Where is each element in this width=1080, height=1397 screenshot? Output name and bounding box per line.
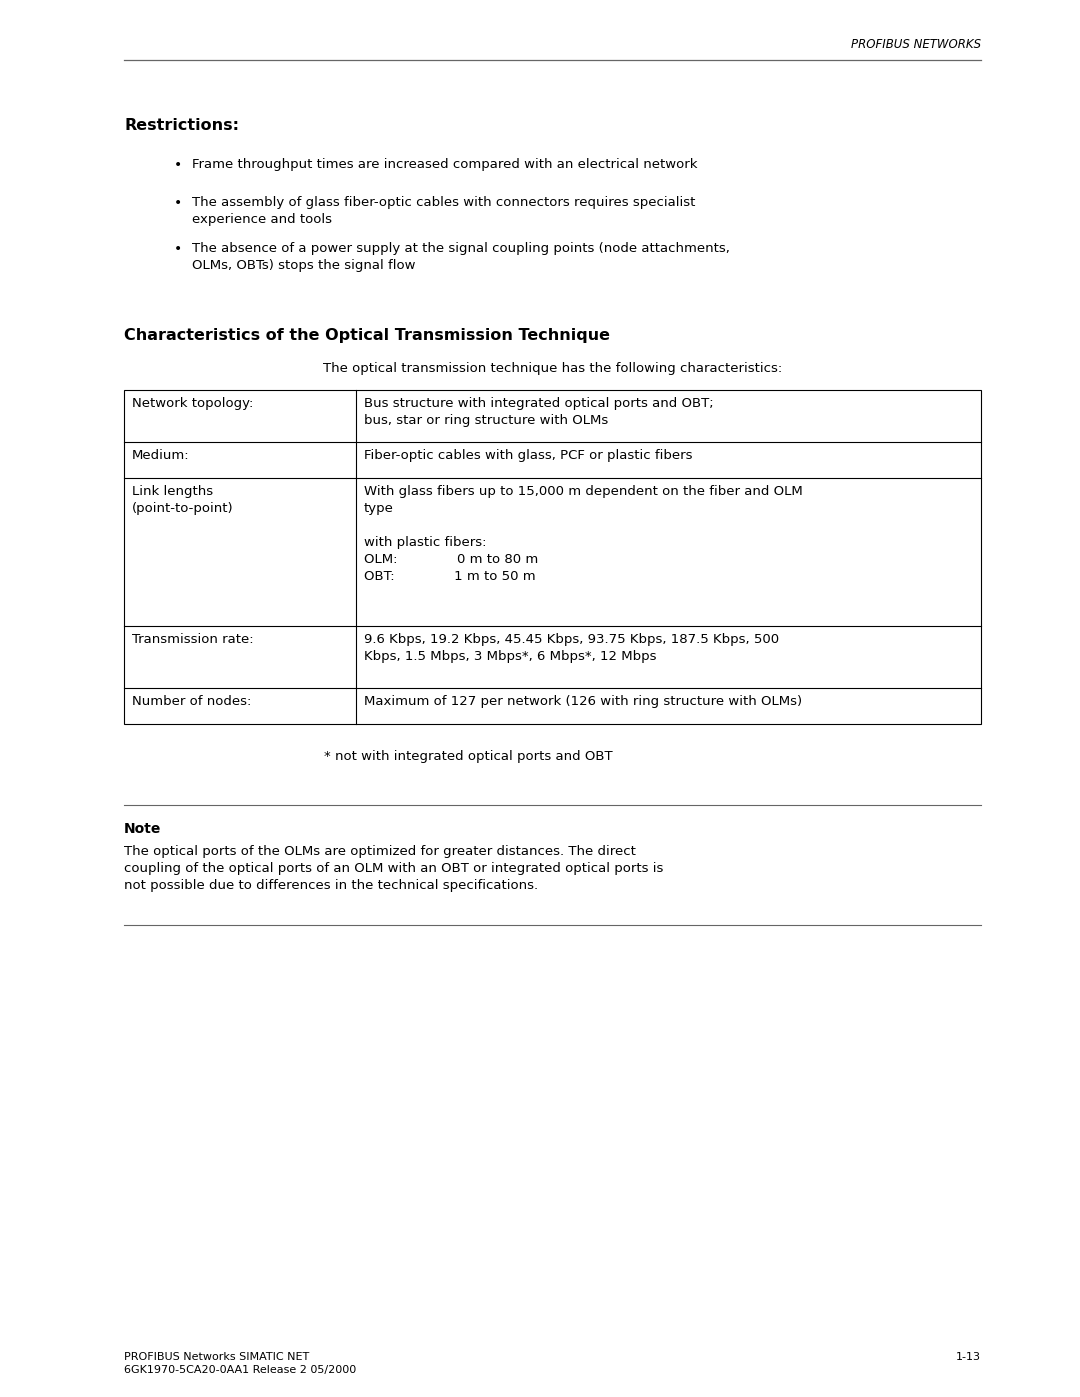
Text: * not with integrated optical ports and OBT: * not with integrated optical ports and … <box>324 750 612 763</box>
Text: The optical transmission technique has the following characteristics:: The optical transmission technique has t… <box>323 362 782 374</box>
Text: Medium:: Medium: <box>132 448 190 462</box>
Text: Restrictions:: Restrictions: <box>124 117 239 133</box>
Text: PROFIBUS NETWORKS: PROFIBUS NETWORKS <box>851 38 981 52</box>
Text: •: • <box>174 196 183 210</box>
Text: Maximum of 127 per network (126 with ring structure with OLMs): Maximum of 127 per network (126 with rin… <box>364 694 802 708</box>
Text: Bus structure with integrated optical ports and OBT;
bus, star or ring structure: Bus structure with integrated optical po… <box>364 397 714 427</box>
Text: Link lengths
(point-to-point): Link lengths (point-to-point) <box>132 485 233 515</box>
Text: Note: Note <box>124 821 161 835</box>
Text: PROFIBUS Networks SIMATIC NET
6GK1970-5CA20-0AA1 Release 2 05/2000: PROFIBUS Networks SIMATIC NET 6GK1970-5C… <box>124 1352 356 1375</box>
Text: Frame throughput times are increased compared with an electrical network: Frame throughput times are increased com… <box>192 158 698 170</box>
Text: Number of nodes:: Number of nodes: <box>132 694 252 708</box>
Text: With glass fibers up to 15,000 m dependent on the fiber and OLM
type

with plast: With glass fibers up to 15,000 m depende… <box>364 485 802 583</box>
Text: The optical ports of the OLMs are optimized for greater distances. The direct
co: The optical ports of the OLMs are optimi… <box>124 845 663 893</box>
Text: Characteristics of the Optical Transmission Technique: Characteristics of the Optical Transmiss… <box>124 328 610 344</box>
Text: 1-13: 1-13 <box>956 1352 981 1362</box>
Text: Transmission rate:: Transmission rate: <box>132 633 254 645</box>
Text: •: • <box>174 158 183 172</box>
Text: •: • <box>174 242 183 256</box>
Text: Fiber-optic cables with glass, PCF or plastic fibers: Fiber-optic cables with glass, PCF or pl… <box>364 448 692 462</box>
Text: The absence of a power supply at the signal coupling points (node attachments,
O: The absence of a power supply at the sig… <box>192 242 730 272</box>
Text: Network topology:: Network topology: <box>132 397 254 409</box>
Text: 9.6 Kbps, 19.2 Kbps, 45.45 Kbps, 93.75 Kbps, 187.5 Kbps, 500
Kbps, 1.5 Mbps, 3 M: 9.6 Kbps, 19.2 Kbps, 45.45 Kbps, 93.75 K… <box>364 633 779 664</box>
Text: The assembly of glass fiber-optic cables with connectors requires specialist
exp: The assembly of glass fiber-optic cables… <box>192 196 696 226</box>
Bar <box>124 390 981 724</box>
